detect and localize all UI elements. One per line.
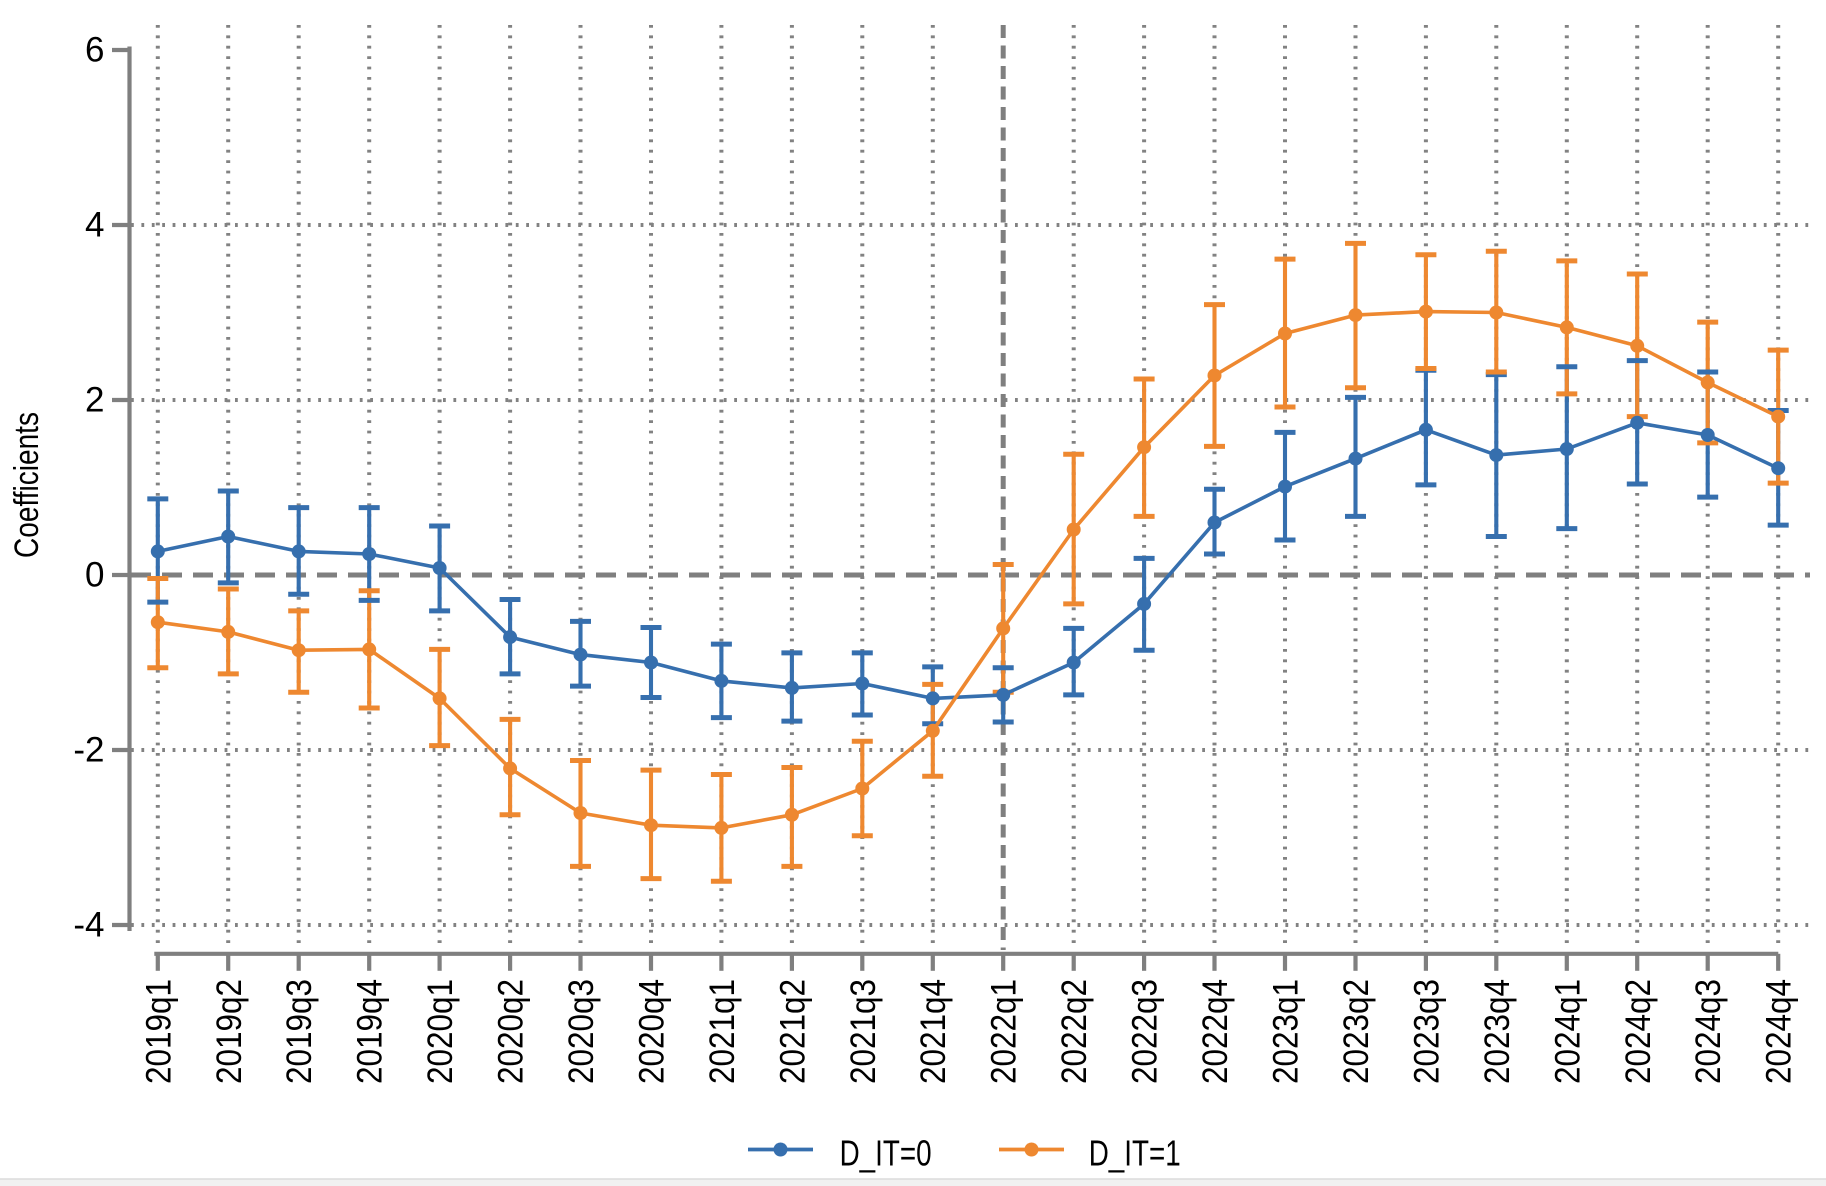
svg-text:2022q2: 2022q2 [1055, 979, 1094, 1084]
svg-text:D_IT=0: D_IT=0 [840, 1133, 932, 1174]
svg-text:-4: -4 [73, 906, 104, 945]
svg-text:2021q2: 2021q2 [773, 979, 812, 1084]
svg-text:2020q2: 2020q2 [492, 979, 531, 1084]
svg-text:2019q1: 2019q1 [139, 979, 178, 1084]
svg-text:2020q3: 2020q3 [562, 979, 601, 1084]
svg-text:2022q3: 2022q3 [1126, 979, 1165, 1084]
svg-text:2019q2: 2019q2 [210, 979, 249, 1084]
svg-text:2023q1: 2023q1 [1267, 979, 1306, 1084]
svg-text:-2: -2 [73, 731, 104, 770]
svg-text:2024q4: 2024q4 [1760, 979, 1799, 1084]
svg-text:2019q4: 2019q4 [351, 979, 390, 1084]
svg-text:2023q2: 2023q2 [1337, 979, 1376, 1084]
svg-text:2024q1: 2024q1 [1548, 979, 1587, 1084]
svg-text:2021q4: 2021q4 [914, 979, 953, 1084]
svg-text:0: 0 [85, 556, 104, 595]
svg-text:2020q4: 2020q4 [633, 979, 672, 1084]
svg-text:4: 4 [85, 206, 104, 245]
svg-text:2024q3: 2024q3 [1689, 979, 1728, 1084]
svg-text:2022q4: 2022q4 [1196, 979, 1235, 1084]
svg-text:D_IT=1: D_IT=1 [1089, 1133, 1181, 1174]
svg-text:2019q3: 2019q3 [280, 979, 319, 1084]
svg-text:6: 6 [85, 31, 104, 70]
svg-text:2024q2: 2024q2 [1619, 979, 1658, 1084]
svg-text:2023q3: 2023q3 [1407, 979, 1446, 1084]
svg-text:2: 2 [85, 381, 104, 420]
svg-text:2022q1: 2022q1 [985, 979, 1024, 1084]
svg-text:2021q3: 2021q3 [844, 979, 883, 1084]
svg-text:2023q4: 2023q4 [1478, 979, 1517, 1084]
svg-text:2020q1: 2020q1 [421, 979, 460, 1084]
svg-text:2021q1: 2021q1 [703, 979, 742, 1084]
svg-text:Coefficients: Coefficients [8, 412, 46, 558]
